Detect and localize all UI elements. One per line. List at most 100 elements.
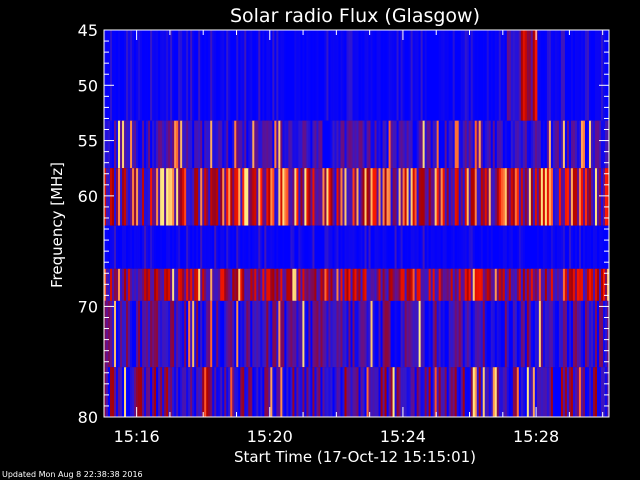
heatmap-cell <box>362 225 366 269</box>
heatmap-cell <box>456 367 460 417</box>
heatmap-cell <box>338 268 342 301</box>
heatmap-cell <box>392 300 396 368</box>
heatmap-cell <box>438 120 442 169</box>
heatmap-cell <box>542 367 546 417</box>
heatmap-cell <box>520 300 524 368</box>
heatmap-cell <box>294 225 297 269</box>
heatmap-cell <box>452 225 456 269</box>
heatmap-cell <box>244 268 247 301</box>
heatmap-cell <box>180 300 183 368</box>
heatmap-cell <box>464 367 468 417</box>
heatmap-cell <box>152 268 155 301</box>
heatmap-cell <box>398 30 402 121</box>
heatmap-cell <box>288 30 291 121</box>
heatmap-cell <box>120 225 123 269</box>
heatmap-cell <box>390 225 394 269</box>
heatmap-cell <box>138 268 141 301</box>
heatmap-cell <box>128 30 131 121</box>
heatmap-cell <box>268 268 271 301</box>
heatmap-cell <box>432 120 436 169</box>
heatmap-cell <box>336 367 340 417</box>
heatmap-cell <box>596 367 600 417</box>
heatmap-cell <box>294 30 297 121</box>
heatmap-cell <box>318 120 322 169</box>
heatmap-cell <box>226 120 229 169</box>
heatmap-cell <box>458 30 462 121</box>
heatmap-cell <box>444 225 448 269</box>
heatmap-cell <box>150 30 153 121</box>
heatmap-cell <box>524 300 528 368</box>
heatmap-cell <box>130 300 133 368</box>
heatmap-cell <box>374 300 378 368</box>
heatmap-cell <box>238 120 241 169</box>
heatmap-cell <box>306 168 310 226</box>
heatmap-cell <box>404 300 408 368</box>
heatmap-cell <box>148 367 151 417</box>
heatmap-cell <box>406 367 410 417</box>
heatmap-cell <box>604 168 608 226</box>
heatmap-cell <box>588 120 592 169</box>
heatmap-cell <box>268 300 271 368</box>
heatmap-cell <box>454 120 458 169</box>
heatmap-cell <box>414 30 418 121</box>
heatmap-cell <box>256 225 259 269</box>
heatmap-cell <box>348 268 352 301</box>
heatmap-cell <box>414 225 418 269</box>
heatmap-cell <box>482 225 486 269</box>
heatmap-cell <box>374 225 378 269</box>
heatmap-cell <box>202 300 205 368</box>
heatmap-cell <box>384 300 388 368</box>
heatmap-cell <box>174 367 177 417</box>
heatmap-cell <box>490 120 494 169</box>
heatmap-cell <box>352 225 356 269</box>
heatmap-cell <box>264 367 267 417</box>
heatmap-cell <box>256 300 259 368</box>
heatmap-cell <box>492 168 496 226</box>
heatmap-cell <box>470 30 474 121</box>
heatmap-cell <box>536 168 540 226</box>
heatmap-cell <box>254 268 257 301</box>
heatmap-cell <box>510 120 514 169</box>
heatmap-cell <box>418 268 422 301</box>
heatmap-cell <box>418 30 422 121</box>
heatmap-cell <box>374 120 378 169</box>
heatmap-cell <box>506 225 510 269</box>
heatmap-cell <box>188 30 191 121</box>
heatmap-cell <box>170 120 173 169</box>
heatmap-cell <box>584 268 588 301</box>
heatmap-cell <box>366 367 370 417</box>
heatmap-cell <box>246 120 249 169</box>
heatmap-cell <box>106 268 109 301</box>
heatmap-cell <box>120 120 123 169</box>
heatmap-cell <box>142 300 145 368</box>
heatmap-cell <box>328 367 332 417</box>
heatmap-cell <box>542 225 546 269</box>
heatmap-cell <box>360 225 364 269</box>
heatmap-cell <box>436 225 440 269</box>
heatmap-cell <box>338 225 342 269</box>
heatmap-cell <box>444 268 448 301</box>
heatmap-cell <box>486 225 490 269</box>
heatmap-cell <box>168 268 171 301</box>
heatmap-cell <box>590 168 594 226</box>
heatmap-cell <box>578 168 582 226</box>
heatmap-cell <box>552 120 556 169</box>
heatmap-cell <box>176 300 179 368</box>
heatmap-cell <box>434 225 438 269</box>
heatmap-cell <box>458 225 462 269</box>
heatmap-cell <box>578 367 582 417</box>
heatmap-cell <box>128 168 131 226</box>
heatmap-cell <box>268 168 271 226</box>
heatmap-cell <box>272 225 275 269</box>
heatmap-cell <box>502 30 506 121</box>
heatmap-cell <box>300 30 303 121</box>
heatmap-cell <box>352 30 356 121</box>
heatmap-cell <box>406 30 410 121</box>
heatmap-cell <box>556 300 560 368</box>
heatmap-cell <box>464 225 468 269</box>
heatmap-cell <box>244 225 247 269</box>
heatmap-cell <box>146 367 149 417</box>
heatmap-cell <box>290 30 293 121</box>
heatmap-cell <box>586 268 590 301</box>
heatmap-cell <box>292 30 295 121</box>
